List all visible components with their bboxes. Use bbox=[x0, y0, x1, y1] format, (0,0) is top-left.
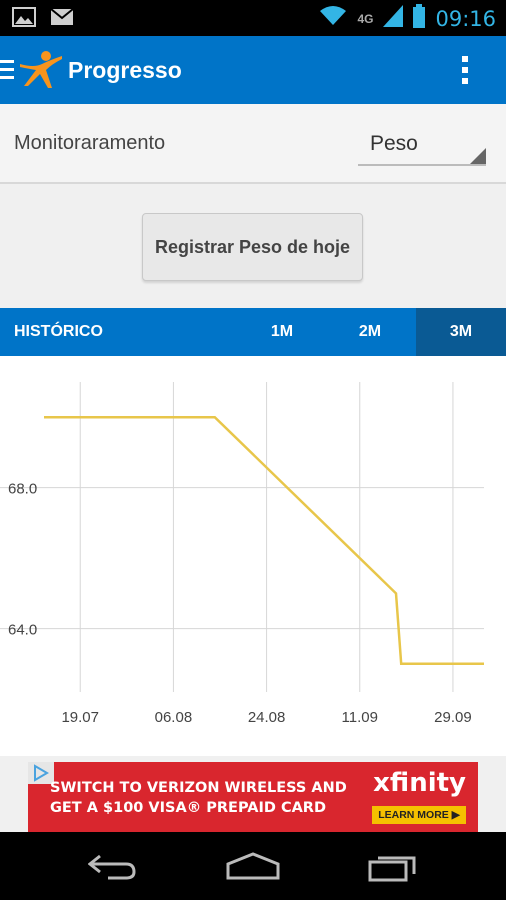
wifi-icon bbox=[319, 5, 347, 32]
battery-icon bbox=[413, 4, 426, 33]
tab-history: HISTÓRICO bbox=[14, 323, 103, 340]
y-tick-label: 68.0 bbox=[8, 481, 37, 498]
measurement-spinner[interactable]: Peso bbox=[358, 128, 486, 166]
action-bar: Progresso bbox=[0, 36, 506, 104]
x-tick-label: 29.09 bbox=[434, 709, 472, 726]
system-nav-bar bbox=[0, 832, 506, 900]
network-type: 4G bbox=[357, 11, 374, 26]
register-section: Registrar Peso de hoje bbox=[0, 186, 506, 308]
x-tick-label: 24.08 bbox=[248, 709, 286, 726]
menu-icon[interactable] bbox=[0, 58, 14, 87]
ad-brand-logo: xfinity bbox=[373, 768, 466, 798]
back-icon[interactable] bbox=[87, 852, 136, 885]
tracking-filter-row: Monitoraramento Peso bbox=[0, 104, 506, 184]
ad-line-2: GET A $100 VISA® PREPAID CARD bbox=[50, 800, 327, 816]
app-logo-icon[interactable] bbox=[18, 50, 64, 95]
status-bar: 4G 09:16 bbox=[0, 0, 506, 36]
recent-apps-icon[interactable] bbox=[368, 852, 418, 887]
ad-choices-icon[interactable] bbox=[28, 762, 54, 784]
clock: 09:16 bbox=[435, 6, 496, 31]
tab-3m[interactable]: 3M bbox=[416, 308, 506, 356]
period-tabs: HISTÓRICO 1M 2M 3M bbox=[0, 308, 506, 356]
ad-learn-more-button[interactable]: LEARN MORE ▶ bbox=[372, 806, 466, 824]
tab-2m[interactable]: 2M bbox=[358, 323, 382, 340]
page-title: Progresso bbox=[68, 57, 182, 83]
signal-icon bbox=[383, 5, 404, 32]
weight-chart: 19.07 06.08 24.08 11.09 29.09 68.0 64.0 bbox=[0, 356, 506, 756]
dropdown-arrow-icon bbox=[470, 148, 486, 164]
x-tick-label: 11.09 bbox=[342, 709, 378, 726]
tracking-label: Monitoraramento bbox=[14, 132, 166, 154]
register-weight-button[interactable]: Registrar Peso de hoje bbox=[142, 213, 363, 281]
image-icon bbox=[12, 6, 36, 33]
ad-line-1: SWITCH TO VERIZON WIRELESS AND bbox=[50, 780, 347, 796]
chart-svg: 19.07 06.08 24.08 11.09 29.09 68.0 64.0 bbox=[0, 382, 484, 726]
y-tick-label: 64.0 bbox=[8, 622, 37, 639]
x-tick-label: 19.07 bbox=[61, 709, 99, 726]
overflow-menu-icon[interactable] bbox=[460, 54, 470, 91]
ad-banner[interactable]: SWITCH TO VERIZON WIRELESS AND GET A $10… bbox=[28, 762, 478, 832]
tab-1m[interactable]: 1M bbox=[270, 323, 294, 340]
spinner-selected-value: Peso bbox=[370, 132, 418, 155]
x-tick-label: 06.08 bbox=[155, 709, 193, 726]
ad-text: SWITCH TO VERIZON WIRELESS AND GET A $10… bbox=[50, 778, 347, 818]
home-icon[interactable] bbox=[226, 852, 280, 885]
weight-series-line bbox=[44, 415, 484, 666]
gmail-icon bbox=[50, 6, 74, 33]
